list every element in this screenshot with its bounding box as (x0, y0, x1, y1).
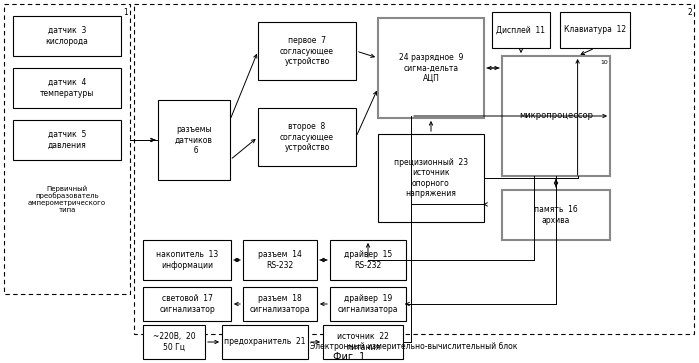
Text: 2: 2 (687, 8, 692, 17)
Text: драйвер  19
сигнализатора: драйвер 19 сигнализатора (338, 294, 398, 314)
Bar (243, 287, 317, 321)
Bar (492, 12, 550, 48)
Text: разъем  14
RS-232: разъем 14 RS-232 (258, 250, 302, 270)
Text: драйвер  15
RS-232: драйвер 15 RS-232 (344, 250, 392, 270)
Text: ~220В,  20
50 Гц: ~220В, 20 50 Гц (152, 332, 195, 352)
Text: световой  17
сигнализатор: световой 17 сигнализатор (159, 294, 215, 314)
Bar (560, 12, 630, 48)
Bar (258, 22, 356, 80)
Text: первое  7
согласующее
устройство: первое 7 согласующее устройство (280, 36, 334, 66)
Bar (158, 100, 230, 180)
Text: 24 разрядное  9
сигма-дельта
АЦП: 24 разрядное 9 сигма-дельта АЦП (399, 53, 463, 83)
Text: Первичный
преобразователь
амперометрического
типа: Первичный преобразователь амперометричес… (28, 185, 106, 213)
Text: разъем  18
сигнализатора: разъем 18 сигнализатора (250, 294, 310, 314)
Text: прецизионный  23
источник
опорного
напряжения: прецизионный 23 источник опорного напряж… (394, 158, 468, 198)
Text: Фиг. 1: Фиг. 1 (333, 352, 366, 362)
Text: Электронный измерительно-вычислительный блок: Электронный измерительно-вычислительный … (310, 342, 518, 351)
Bar (4, 4, 130, 294)
Bar (378, 18, 484, 118)
Bar (13, 68, 121, 108)
Text: 1: 1 (123, 8, 128, 17)
Text: накопитель  13
информации: накопитель 13 информации (156, 250, 218, 270)
Text: память  16
архива: память 16 архива (534, 205, 578, 225)
Text: датчик  3
кислорода: датчик 3 кислорода (45, 26, 89, 46)
Bar (13, 16, 121, 56)
Bar (243, 240, 317, 280)
Bar (330, 287, 406, 321)
Bar (258, 108, 356, 166)
Text: Клавиатура  12: Клавиатура 12 (564, 25, 626, 34)
Bar (143, 287, 231, 321)
Text: датчик  4
температуры: датчик 4 температуры (40, 78, 94, 98)
Text: источник  22
питания: источник 22 питания (337, 332, 389, 352)
Bar (222, 325, 308, 359)
Text: датчик  5
давления: датчик 5 давления (48, 130, 87, 150)
Text: микропроцессор: микропроцессор (519, 111, 593, 121)
Text: предохранитель  21: предохранитель 21 (224, 338, 305, 347)
Bar (134, 4, 694, 334)
Text: Дисплей  11: Дисплей 11 (496, 25, 545, 34)
Bar (378, 134, 484, 222)
Text: разъемы
датчиков
  6: разъемы датчиков 6 (175, 125, 213, 155)
Text: 10: 10 (600, 60, 608, 65)
Text: второе  8
согласующее
устройство: второе 8 согласующее устройство (280, 122, 334, 152)
Bar (13, 120, 121, 160)
Bar (330, 240, 406, 280)
Bar (502, 56, 610, 176)
Bar (143, 325, 205, 359)
Bar (143, 240, 231, 280)
Bar (323, 325, 403, 359)
Bar (502, 190, 610, 240)
